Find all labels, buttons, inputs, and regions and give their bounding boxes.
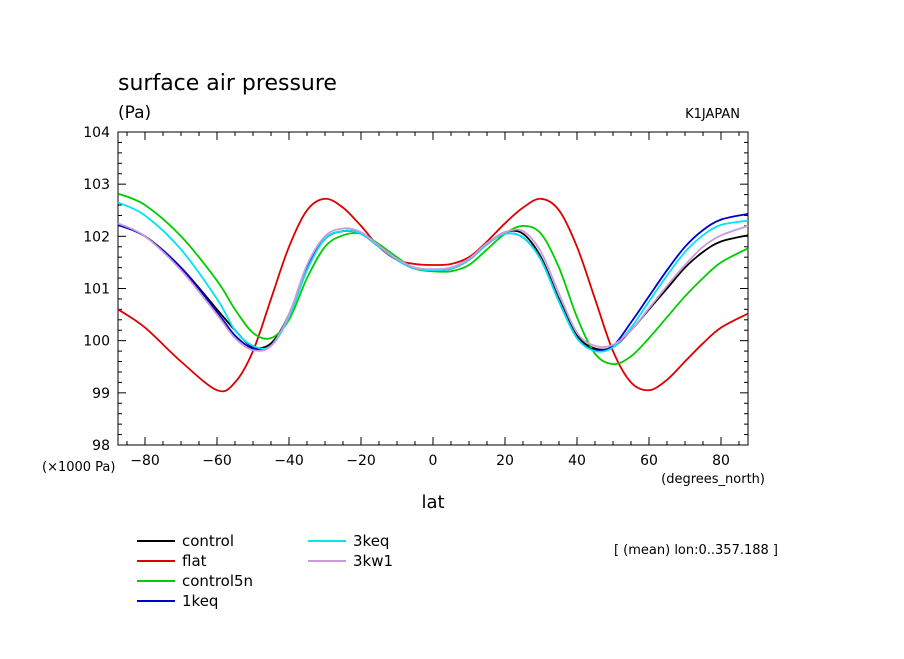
x-tick-label: 80 — [712, 453, 730, 469]
series-line-3keq — [117, 201, 749, 353]
series-line-3kw1 — [117, 222, 749, 352]
legend-label-control: control — [182, 532, 234, 550]
y-tick-label: 101 — [83, 282, 110, 298]
x-axis-label: lat — [421, 492, 444, 513]
y-scale-label: (×1000 Pa) — [42, 460, 115, 475]
x-tick-label: 60 — [640, 453, 658, 469]
series-line-flat — [117, 197, 749, 393]
y-tick-label: 98 — [92, 438, 110, 454]
series-line-1keq — [117, 213, 749, 352]
legend-label-flat: flat — [182, 552, 207, 570]
x-tick-label: 40 — [568, 453, 586, 469]
y-tick-label: 104 — [83, 125, 110, 141]
x-tick-label: 20 — [496, 453, 514, 469]
legend-label-control5n: control5n — [182, 572, 253, 590]
x-unit-label: (degrees_north) — [661, 472, 765, 487]
x-tick-label: 0 — [429, 453, 438, 469]
legend-label-3keq: 3keq — [353, 532, 389, 550]
y-tick-label: 100 — [83, 334, 110, 350]
x-tick-label: −80 — [130, 453, 160, 469]
series-line-control5n — [117, 192, 749, 366]
x-tick-label: −20 — [346, 453, 376, 469]
legend-label-1keq: 1keq — [182, 592, 218, 610]
series-line-control — [117, 224, 749, 351]
y-tick-label: 103 — [83, 177, 110, 193]
x-tick-labels: −80 −60 −40 −20 0 20 40 60 80 — [130, 453, 730, 469]
series-lines — [117, 192, 749, 393]
legend: control flat control5n 1keq 3keq 3kw1 — [137, 532, 393, 610]
legend-label-3kw1: 3kw1 — [353, 552, 393, 570]
y-tick-label: 99 — [92, 386, 110, 402]
x-tick-label: −60 — [202, 453, 232, 469]
y-tick-labels: 98 99 100 101 102 103 104 — [83, 125, 110, 454]
x-tick-label: −40 — [274, 453, 304, 469]
y-tick-label: 102 — [83, 229, 110, 245]
model-name: K1JAPAN — [685, 107, 740, 122]
mean-note: [ (mean) lon:0..357.188 ] — [614, 543, 778, 558]
chart-unit: (Pa) — [118, 103, 151, 123]
chart-title: surface air pressure — [118, 71, 337, 96]
